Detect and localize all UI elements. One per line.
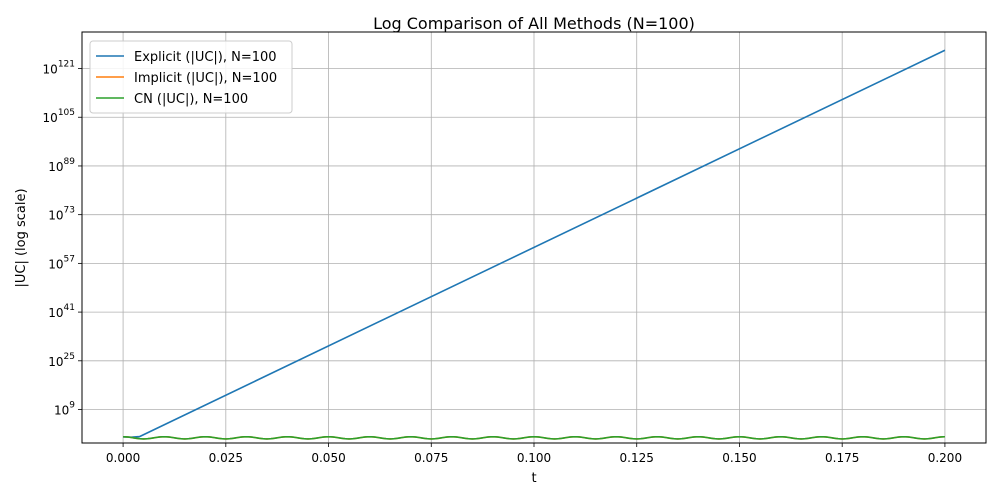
x-tick-label: 0.000	[106, 451, 140, 465]
grid	[82, 32, 986, 443]
x-axis: 0.000 0.025 0.050 0.075 0.100 0.125 0.150 0.175…	[106, 443, 962, 465]
y-tick-label: 109	[54, 401, 75, 418]
x-tick-label: 0.075	[414, 451, 448, 465]
legend-label: Implicit (|UC|), N=100	[134, 71, 277, 86]
y-tick-label: 10121	[43, 60, 75, 77]
y-axis-label: |UC| (log scale)	[14, 188, 29, 287]
x-tick-label: 0.100	[517, 451, 551, 465]
chart-title: Log Comparison of All Methods (N=100)	[373, 14, 695, 33]
x-tick-label: 0.125	[620, 451, 654, 465]
y-tick-label: 1057	[48, 254, 75, 271]
series-group	[123, 49, 946, 440]
y-tick-label: 1089	[48, 157, 75, 174]
legend: Explicit (|UC|), N=100 Implicit (|UC|), N…	[89, 40, 293, 114]
x-tick-label: 0.150	[722, 451, 756, 465]
y-tick-label: 1073	[48, 206, 75, 223]
legend-box	[89, 40, 293, 114]
y-tick-label: 1025	[48, 352, 75, 369]
series-line-3	[123, 435, 945, 440]
y-axis: 109 1025 1041 1057 1073 1089 10105 10121	[43, 60, 82, 418]
x-tick-label: 0.200	[928, 451, 962, 465]
y-tick-label: 1041	[48, 303, 75, 320]
legend-label: Explicit (|UC|), N=100	[134, 50, 277, 65]
y-tick-label: 10105	[43, 108, 75, 125]
x-axis-label: t	[531, 471, 536, 486]
x-tick-label: 0.175	[825, 451, 859, 465]
legend-label: CN (|UC|), N=100	[134, 92, 248, 107]
x-tick-label: 0.025	[209, 451, 243, 465]
x-tick-label: 0.050	[311, 451, 345, 465]
